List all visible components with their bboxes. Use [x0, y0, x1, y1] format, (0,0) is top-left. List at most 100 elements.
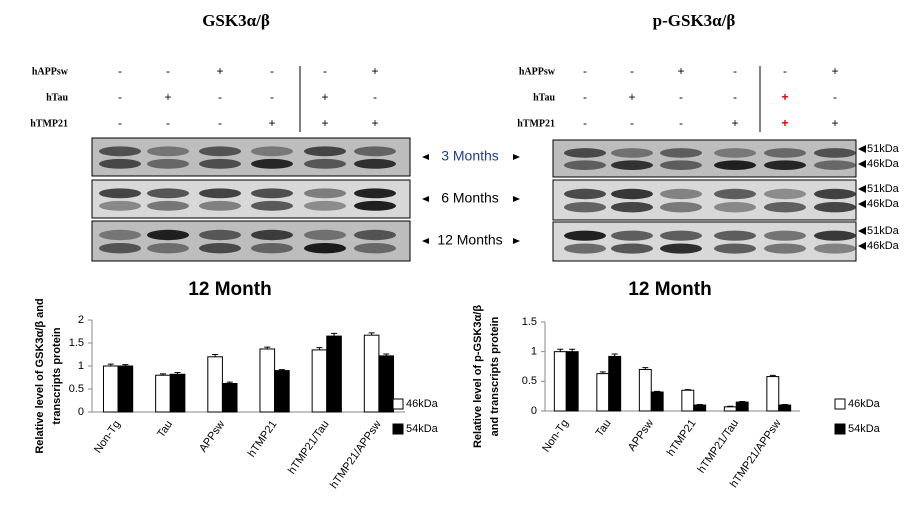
blot-band — [99, 158, 141, 169]
month-label: 3 Months — [441, 148, 499, 164]
blot-band — [814, 160, 856, 170]
sign: + — [831, 116, 838, 130]
kda-label: 51kDa — [867, 143, 900, 155]
kda-label: 51kDa — [867, 183, 900, 195]
arrow — [422, 154, 429, 160]
bar — [638, 368, 652, 412]
blot-band — [251, 158, 293, 169]
x-tick-label: Tau — [155, 419, 175, 440]
y-tick-label: 1.5 — [522, 316, 537, 328]
month-label: 12 Months — [437, 232, 502, 248]
sign: - — [833, 90, 837, 104]
bar — [155, 374, 171, 413]
blot-image — [552, 221, 857, 262]
blot-band — [814, 148, 856, 158]
row-label: hTau — [46, 92, 68, 103]
row-label: hAPPsw — [32, 66, 69, 77]
kda-label: 46kDa — [867, 198, 900, 210]
row-label: hTMP21 — [517, 118, 555, 129]
blot-band — [611, 243, 653, 254]
kda-label: 46kDa — [867, 240, 900, 252]
blot-band — [147, 200, 189, 211]
blot-band — [304, 188, 346, 199]
x-tick-label: hTMP21 — [246, 419, 280, 460]
arrow — [858, 185, 866, 193]
sign: + — [628, 90, 635, 104]
blot-image — [91, 137, 411, 177]
sign: + — [216, 64, 223, 78]
arrow — [422, 238, 429, 244]
blot-band — [764, 230, 806, 241]
blot-band — [564, 202, 606, 213]
blot-band — [354, 188, 396, 199]
sign: - — [166, 116, 170, 130]
error-bar — [727, 405, 734, 407]
arrow — [858, 160, 866, 168]
bar — [553, 351, 567, 412]
y-tick-label: 0.5 — [522, 375, 537, 387]
blot-title: p-GSK3α/β — [653, 11, 736, 30]
sign: - — [630, 116, 634, 130]
blot-band — [147, 146, 189, 157]
blot-band — [764, 188, 806, 200]
sign: + — [321, 116, 328, 130]
blot-band — [611, 230, 653, 241]
blot-band — [714, 148, 756, 158]
sign: - — [270, 90, 274, 104]
blot-band — [714, 243, 756, 254]
blot-band — [354, 200, 396, 211]
error-bar — [316, 347, 323, 350]
chart-title: 12 Month — [628, 279, 711, 300]
arrow — [858, 227, 866, 235]
error-bar — [769, 374, 776, 377]
sign: + — [321, 90, 328, 104]
blot-band — [251, 243, 293, 254]
blot-band — [611, 160, 653, 170]
blot-band — [764, 243, 806, 254]
bar — [274, 370, 290, 413]
blot-band — [147, 158, 189, 169]
blot-band — [564, 188, 606, 200]
blot-image — [91, 179, 411, 219]
sign: + — [164, 90, 171, 104]
arrow — [858, 242, 866, 250]
x-tick-label: hTMP21 — [665, 418, 699, 459]
blot-band — [611, 148, 653, 158]
error-bar — [684, 389, 691, 391]
error-bar — [264, 346, 271, 349]
blot-band — [764, 160, 806, 170]
arrow — [513, 238, 520, 244]
sign: - — [218, 90, 222, 104]
sign: + — [731, 116, 738, 130]
sign: - — [733, 64, 737, 78]
blot-band — [660, 188, 702, 200]
error-bar — [781, 403, 788, 406]
blot-band — [304, 158, 346, 169]
sign: + — [371, 116, 378, 130]
blot-band — [611, 202, 653, 213]
blot-band — [99, 188, 141, 199]
sign: - — [166, 64, 170, 78]
chart-title: 12 Month — [188, 279, 271, 300]
sign: - — [118, 64, 122, 78]
blot-band — [99, 243, 141, 254]
y-tick-label: 2 — [78, 314, 84, 326]
y-tick-label: 0.5 — [69, 383, 84, 395]
error-bar — [696, 403, 703, 406]
blot-band — [354, 229, 396, 241]
error-bar — [383, 353, 390, 356]
error-bar — [368, 332, 375, 336]
bar — [169, 373, 186, 413]
sign: - — [630, 64, 634, 78]
legend-label: 46kDa — [406, 398, 439, 410]
blot-band — [714, 160, 756, 170]
bar — [259, 348, 276, 413]
sign: - — [583, 64, 587, 78]
x-tick-label: APPsw — [197, 418, 227, 454]
x-tick-label: Non-Tg — [92, 419, 123, 456]
sign: - — [218, 116, 222, 130]
blot-image — [91, 220, 411, 262]
row-label: hAPPsw — [519, 66, 556, 77]
bar — [363, 334, 380, 413]
error-bar — [278, 369, 285, 371]
